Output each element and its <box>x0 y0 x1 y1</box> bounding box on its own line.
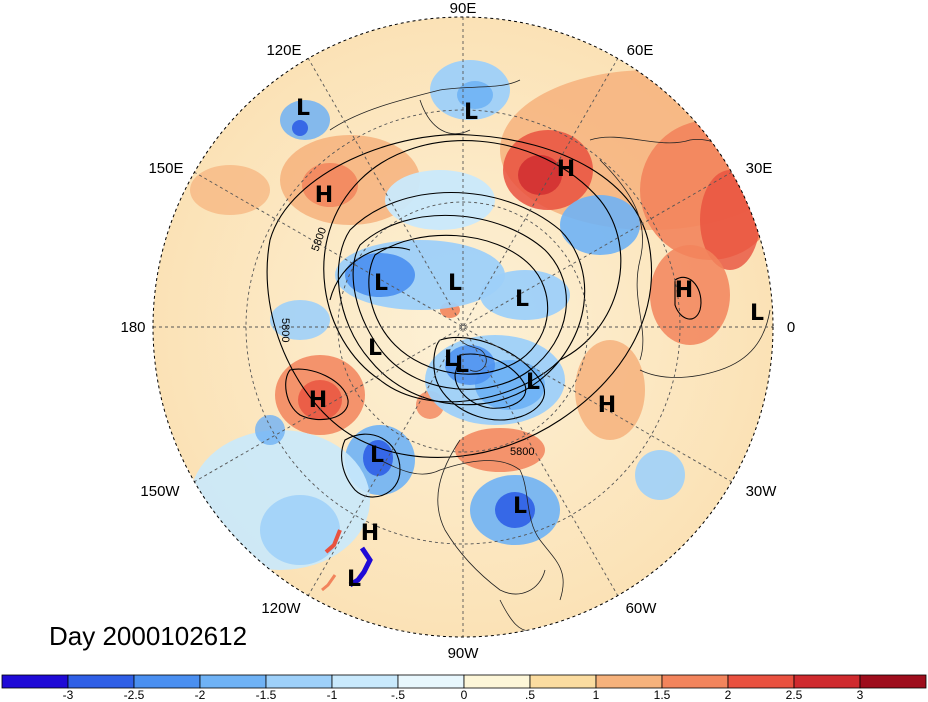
colorbar-swatch <box>859 674 927 689</box>
pressure-centers: L H L H L L L H L L L L H H L L H L L <box>296 96 764 592</box>
colorbar-tick-label: -2.5 <box>124 688 145 702</box>
colorbar-swatch <box>793 674 861 689</box>
lon-label-90w: 90W <box>448 645 480 662</box>
colorbar-tick-label: -1.5 <box>256 688 277 702</box>
high-center: H <box>315 183 333 208</box>
low-center: L <box>515 287 529 312</box>
colorbar-tick-label: -1 <box>327 688 338 702</box>
lon-label-30e: 30E <box>746 160 773 177</box>
lon-label-120w: 120W <box>261 600 301 617</box>
colorbar-swatch <box>265 674 333 689</box>
low-center: L <box>296 96 310 121</box>
colorbar-tick-label: -2 <box>195 688 206 702</box>
colorbar-tick-label: 1.5 <box>654 688 671 702</box>
lon-label-180: 180 <box>120 319 145 336</box>
low-center: L <box>455 353 469 378</box>
colorbar-swatch <box>199 674 267 689</box>
colorbar-swatch <box>463 674 531 689</box>
land-outlines <box>329 79 771 632</box>
high-center: H <box>361 521 379 546</box>
lon-label-90e: 90E <box>450 0 477 17</box>
day-title: Day 2000102612 <box>49 621 247 651</box>
low-center: L <box>444 347 458 372</box>
map-boundary <box>152 16 774 638</box>
colorbar-swatch <box>595 674 663 689</box>
extreme-streak <box>321 529 373 592</box>
colorbar-tick-label: 2.5 <box>786 688 803 702</box>
colorbar-swatch <box>67 674 135 689</box>
contour-label: 5800 <box>279 318 291 342</box>
graticule <box>153 17 773 637</box>
contour-label: 5800 <box>510 446 534 458</box>
high-center: H <box>557 157 575 182</box>
longitude-labels: 90E 120E 60E 150E 30E 180 0 150W 30W 120… <box>120 0 795 662</box>
low-center: L <box>513 494 527 519</box>
high-center: H <box>309 388 327 413</box>
lon-label-150w: 150W <box>140 483 180 500</box>
colorbar-tick-label: 3 <box>857 688 864 702</box>
colorbar-tick-label: .5 <box>525 688 535 702</box>
colorbar-tick-label: 2 <box>725 688 732 702</box>
low-center: L <box>448 271 462 296</box>
colorbar-swatch <box>529 674 597 689</box>
colorbar-swatch <box>133 674 201 689</box>
colorbar-swatch <box>331 674 399 689</box>
cool-anomalies <box>190 60 685 570</box>
low-center: L <box>464 100 478 125</box>
colorbar-swatch <box>727 674 795 689</box>
colorbar-swatch <box>661 674 729 689</box>
high-center: H <box>598 393 616 418</box>
lon-label-0: 0 <box>787 319 795 336</box>
low-center: L <box>750 301 764 326</box>
lon-label-150e: 150E <box>148 160 183 177</box>
colorbar: -3 -2.5 -2 -1.5 -1 -.5 0 .5 1 1.5 2 2.5 3 <box>1 674 927 702</box>
low-center: L <box>370 443 384 468</box>
colorbar-swatch <box>397 674 465 689</box>
low-center: L <box>368 336 382 361</box>
colorbar-tick-label: 0 <box>461 688 468 702</box>
height-contours <box>266 134 702 498</box>
colorbar-tick-label: 1 <box>593 688 600 702</box>
contour-labels: 5800 5800 5800 <box>279 226 534 458</box>
high-center: H <box>675 278 693 303</box>
lon-label-30w: 30W <box>746 483 778 500</box>
low-center: L <box>374 271 388 296</box>
lon-label-60w: 60W <box>626 600 658 617</box>
low-center: L <box>347 567 361 592</box>
colorbar-tick-label: -3 <box>63 688 74 702</box>
warm-anomalies <box>190 70 773 472</box>
lon-label-120e: 120E <box>266 42 301 59</box>
colorbar-swatch <box>1 674 69 689</box>
lon-label-60e: 60E <box>627 42 654 59</box>
low-center: L <box>526 370 540 395</box>
map-disk <box>153 17 773 637</box>
colorbar-tick-label: -.5 <box>391 688 405 702</box>
